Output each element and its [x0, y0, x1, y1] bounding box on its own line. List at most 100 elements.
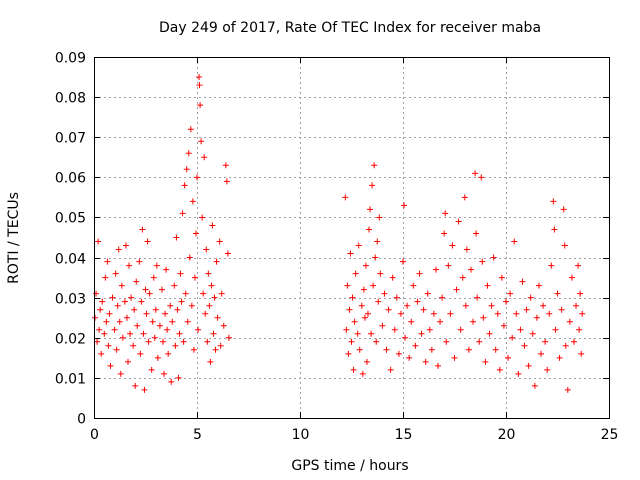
data-point — [374, 238, 381, 245]
data-point — [167, 302, 174, 309]
data-point — [488, 302, 495, 309]
y-tick-label: 0.04 — [55, 252, 86, 268]
data-point — [533, 314, 540, 321]
data-point — [344, 282, 351, 289]
data-point — [416, 270, 423, 277]
x-tick-label: 20 — [498, 427, 516, 443]
x-tick-label: 15 — [395, 427, 413, 443]
data-point — [179, 210, 186, 217]
data-point — [112, 270, 119, 277]
data-point — [103, 318, 110, 325]
data-point — [356, 346, 363, 353]
y-tick-label: 0.05 — [55, 211, 86, 227]
data-point — [168, 378, 175, 385]
data-point — [478, 174, 485, 181]
data-point — [550, 198, 557, 205]
data-point — [414, 298, 421, 305]
data-point — [441, 230, 448, 237]
data-point — [517, 326, 524, 333]
data-point — [130, 342, 137, 349]
x-tick-label: 0 — [90, 427, 99, 443]
data-point — [542, 338, 549, 345]
data-point — [134, 322, 141, 329]
data-point — [372, 254, 379, 261]
data-point — [554, 290, 561, 297]
data-point — [362, 262, 369, 269]
data-point — [102, 274, 109, 281]
data-point — [480, 314, 487, 321]
data-point — [578, 350, 585, 357]
y-tick-label: 0.03 — [55, 292, 86, 308]
y-tick-label: 0.01 — [55, 372, 86, 388]
data-point — [379, 322, 386, 329]
data-point — [349, 294, 356, 301]
data-point — [111, 326, 118, 333]
data-point — [127, 330, 134, 337]
data-point — [348, 338, 355, 345]
data-point — [573, 302, 580, 309]
data-point — [389, 274, 396, 281]
data-point — [449, 242, 456, 249]
y-tick-label: 0 — [77, 412, 86, 428]
data-point — [133, 278, 140, 285]
data-point — [463, 246, 470, 253]
data-point — [354, 330, 361, 337]
data-point — [552, 326, 559, 333]
data-point — [408, 318, 415, 325]
data-point — [393, 294, 400, 301]
data-point — [182, 290, 189, 297]
data-point — [442, 210, 449, 217]
y-tick-label: 0.02 — [55, 332, 86, 348]
data-point — [519, 278, 526, 285]
x-tick-label: 25 — [601, 427, 619, 443]
data-point — [397, 310, 404, 317]
data-point — [351, 318, 358, 325]
data-point — [426, 326, 433, 333]
data-point — [377, 270, 384, 277]
chart-title: Day 249 of 2017, Rate Of TEC Index for r… — [159, 20, 541, 36]
data-point — [223, 178, 230, 185]
data-point — [515, 370, 522, 377]
data-point — [172, 342, 179, 349]
data-point — [568, 274, 575, 281]
data-point — [430, 310, 437, 317]
data-point — [140, 330, 147, 337]
data-point — [93, 290, 100, 297]
data-point — [424, 290, 431, 297]
data-point — [373, 338, 380, 345]
data-point — [164, 326, 171, 333]
data-point — [173, 234, 180, 241]
data-point — [217, 342, 224, 349]
data-point — [447, 310, 454, 317]
data-point — [151, 334, 158, 341]
data-point — [171, 282, 178, 289]
data-point — [461, 194, 468, 201]
data-point — [222, 162, 229, 169]
data-point — [492, 346, 499, 353]
data-point — [527, 294, 534, 301]
x-axis-label: GPS time / hours — [291, 458, 408, 474]
data-point — [548, 262, 555, 269]
data-point — [128, 294, 135, 301]
data-point — [465, 346, 472, 353]
data-point — [98, 350, 105, 357]
data-point — [119, 334, 126, 341]
data-point — [204, 338, 211, 345]
data-point — [486, 330, 493, 337]
data-point — [123, 314, 130, 321]
data-point — [117, 370, 124, 377]
data-point — [201, 154, 208, 161]
data-point — [507, 290, 514, 297]
data-point — [579, 310, 586, 317]
data-point — [198, 138, 205, 145]
data-point — [177, 270, 184, 277]
data-point — [161, 370, 168, 377]
data-point — [196, 82, 203, 89]
data-point — [355, 242, 362, 249]
data-point — [176, 330, 183, 337]
data-point — [350, 366, 357, 373]
data-point — [473, 230, 480, 237]
data-point — [484, 282, 491, 289]
data-point — [570, 338, 577, 345]
data-point — [564, 386, 571, 393]
